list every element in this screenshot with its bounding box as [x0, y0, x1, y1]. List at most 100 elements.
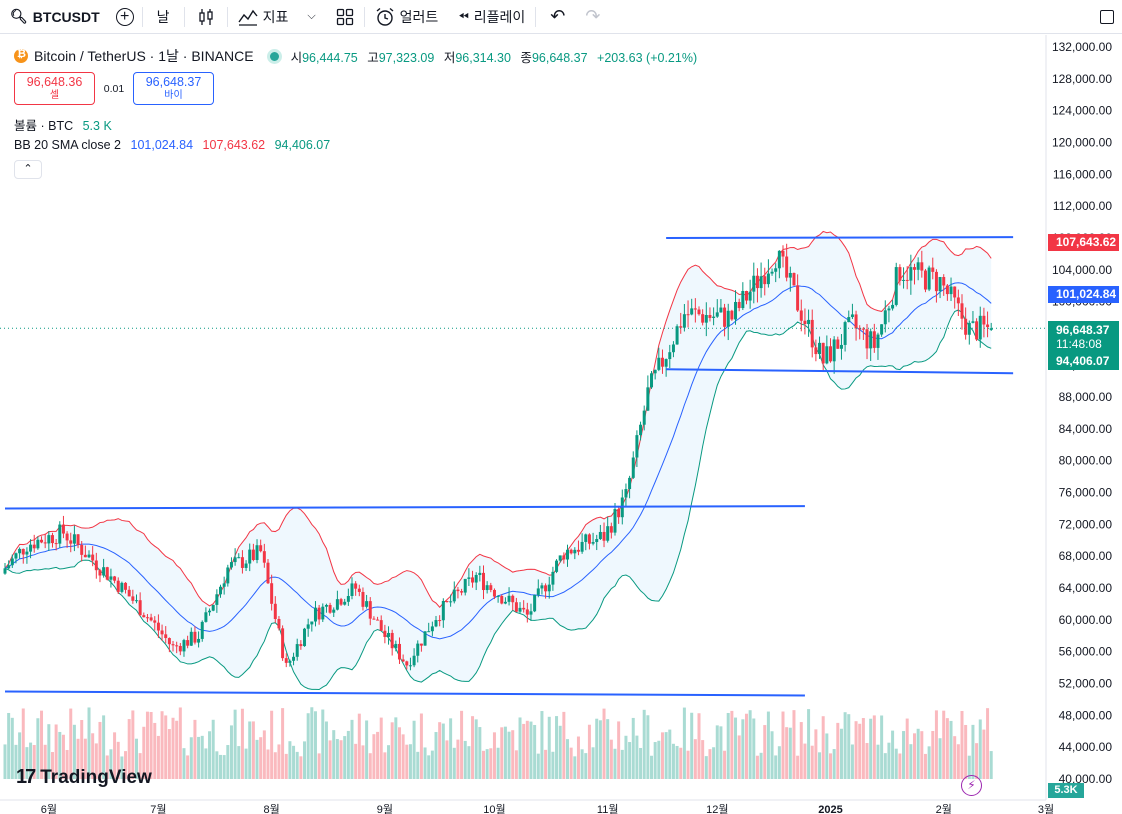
interval-button[interactable]: 날	[143, 0, 184, 34]
candle-body	[836, 339, 840, 349]
toolbar-divider	[141, 6, 143, 27]
volume-bar	[799, 722, 803, 779]
lightning-icon[interactable]: ⚡︎	[961, 775, 982, 796]
candle-body	[87, 554, 91, 558]
top-toolbar: 🔍︎ BTCUSDT + 날 지표 ⌵ 얼러트 ⏪︎ 리플레이 ↶ ↷	[0, 0, 1122, 34]
buy-button[interactable]: 96,648.37 바이	[133, 72, 214, 105]
symbol-search-button[interactable]: 🔍︎ BTCUSDT	[0, 0, 108, 34]
chart-type-button[interactable]	[185, 0, 227, 34]
candle-body	[712, 316, 716, 318]
volume-bar	[259, 737, 263, 779]
candle-body	[628, 477, 632, 490]
volume-bar	[390, 722, 394, 779]
candle-body	[613, 509, 617, 533]
candle-body	[697, 309, 701, 315]
volume-bar	[719, 726, 723, 779]
symbol-title[interactable]: Bitcoin / TetherUS · 1날 · BINANCE	[34, 48, 254, 64]
price-tick-label: 84,000.00	[1059, 422, 1113, 436]
candle-body	[397, 643, 401, 660]
volume-bar	[456, 739, 460, 779]
volume-bar	[478, 727, 482, 779]
candle-body	[354, 583, 358, 589]
candle-body	[953, 286, 957, 298]
volume-legend[interactable]: 볼륨 · BTC 5.3 K	[14, 115, 112, 134]
volume-bar	[734, 717, 738, 779]
candle-body	[642, 410, 646, 425]
volume-bar	[686, 750, 690, 779]
price-axis[interactable]: 132,000.00 128,000.00 124,000.00 120,000.00…	[1045, 35, 1122, 814]
volume-bar	[825, 733, 829, 779]
candle-body	[839, 344, 843, 349]
volume-bar	[690, 712, 694, 779]
candle-body	[847, 317, 851, 323]
volume-bar	[496, 747, 500, 779]
price-tick-label: 72,000.00	[1059, 517, 1113, 531]
collapse-legend-button[interactable]: ⌃	[14, 160, 42, 179]
candle-body	[657, 357, 661, 370]
candle-body	[120, 582, 124, 592]
volume-bar	[149, 712, 153, 779]
compare-symbol-button[interactable]: +	[108, 0, 142, 34]
candle-body	[244, 563, 248, 568]
candle-body	[91, 554, 95, 561]
volume-bar	[803, 743, 807, 779]
sell-button[interactable]: 96,648.36 셀	[14, 72, 95, 105]
time-tick-label: 9월	[377, 803, 393, 814]
layouts-button[interactable]	[326, 0, 364, 34]
volume-bar	[657, 740, 661, 779]
tradingview-logo[interactable]: 17 TradingView	[16, 766, 152, 789]
volume-bar	[562, 711, 566, 779]
candle-body	[255, 545, 259, 561]
price-tick-label: 116,000.00	[1053, 167, 1112, 181]
candle-body	[288, 660, 292, 663]
candle-body	[664, 359, 668, 367]
candle-body	[292, 656, 296, 661]
redo-button[interactable]: ↷	[579, 0, 606, 34]
replay-button[interactable]: ⏪︎ 리플레이	[448, 0, 535, 34]
volume-bar	[942, 710, 946, 779]
indicators-button[interactable]: 지표 ⌵	[228, 0, 326, 34]
volume-bar	[317, 753, 321, 779]
candle-body	[149, 617, 153, 621]
search-icon: 🔍︎	[10, 8, 28, 24]
time-axis[interactable]: 6월 7월 8월 9월 10월 11월 12월 2025 2월 3월	[0, 799, 1122, 814]
volume-bar	[653, 742, 657, 779]
candle-body	[270, 583, 274, 604]
candle-body	[131, 596, 135, 601]
volume-bar	[529, 721, 533, 779]
candle-body	[887, 308, 891, 311]
volume-bar	[576, 736, 580, 779]
volume-bar	[211, 719, 215, 779]
volume-bar	[916, 728, 920, 779]
fullscreen-button[interactable]	[1092, 0, 1122, 34]
candle-body	[913, 267, 917, 270]
candle-body	[416, 643, 420, 656]
candle-body	[138, 600, 142, 616]
alert-button[interactable]: 얼러트	[365, 0, 449, 34]
candles-icon	[198, 8, 213, 25]
candle-body	[544, 585, 548, 592]
candle-body	[858, 328, 862, 330]
undo-button[interactable]: ↶	[536, 0, 579, 34]
price-tick-label: 88,000.00	[1059, 390, 1113, 404]
time-tick-label: 6월	[41, 803, 57, 814]
candle-body	[50, 535, 54, 544]
volume-bar	[467, 746, 471, 779]
candle-body	[83, 554, 87, 558]
candle-body	[310, 621, 314, 625]
candle-body	[102, 567, 106, 576]
volume-bar	[153, 722, 157, 779]
candle-body	[478, 572, 482, 575]
candle-body	[178, 645, 182, 652]
volume-bar	[346, 730, 350, 779]
volume-bar	[474, 719, 478, 779]
candle-body	[445, 600, 449, 602]
candle-body	[383, 630, 387, 637]
volume-bar	[847, 714, 851, 779]
candle-body	[650, 373, 654, 388]
bollinger-legend[interactable]: BB 20 SMA close 2 101,024.84 107,643.62 …	[14, 138, 330, 152]
tradingview-mark-icon: 17	[16, 766, 36, 788]
volume-bar	[715, 725, 719, 779]
trendlines[interactable]	[4, 236, 1014, 697]
volume-bar	[679, 747, 683, 779]
